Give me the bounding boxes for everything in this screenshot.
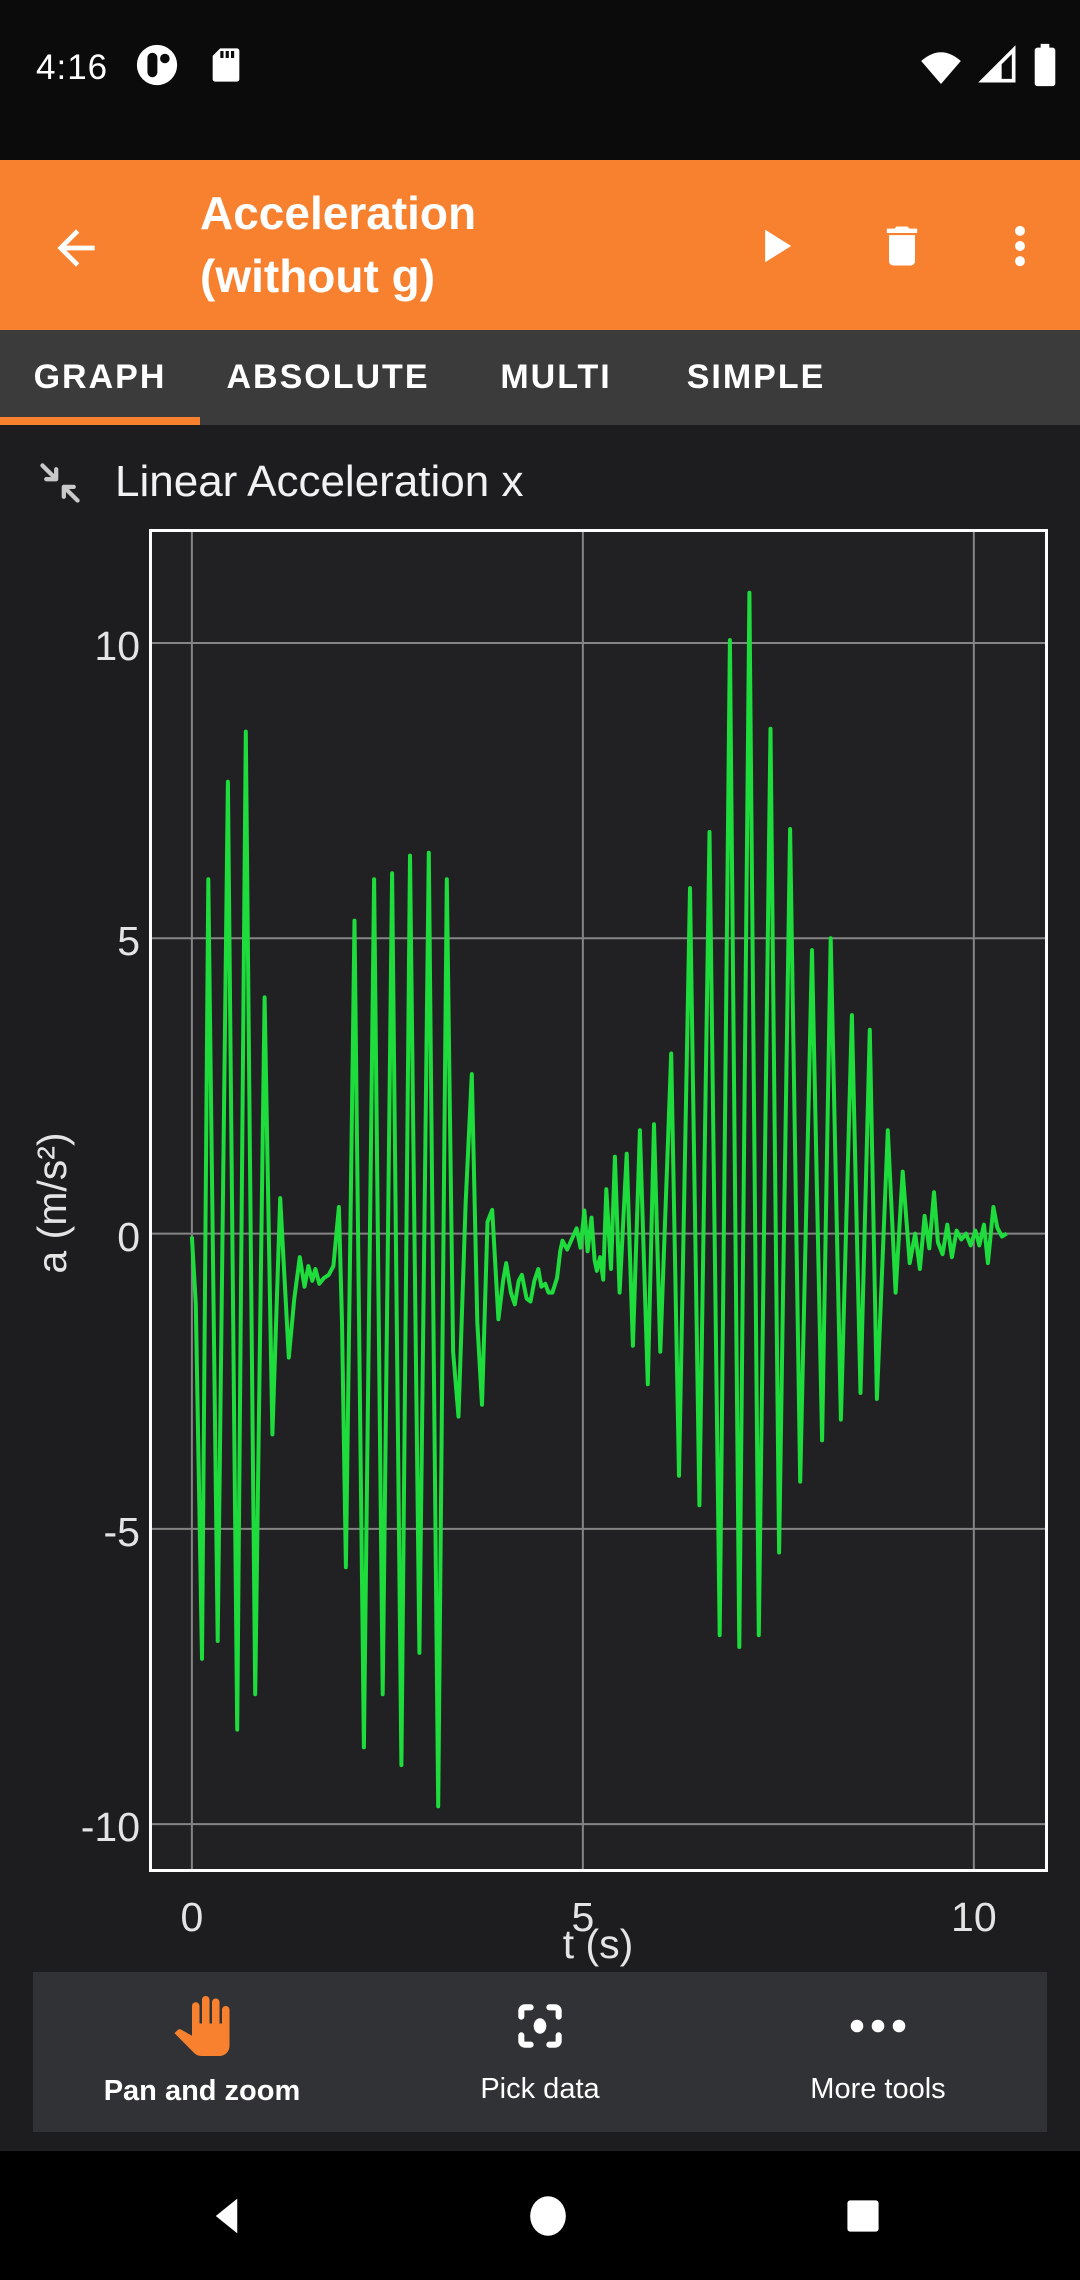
wifi-icon: [918, 45, 964, 90]
sd-card-icon: [206, 42, 246, 93]
status-bar-right: [918, 0, 1058, 135]
more-tools-label: More tools: [810, 2073, 946, 2105]
clock: 4:16: [36, 47, 109, 87]
tab-simple-label: SIMPLE: [686, 358, 826, 396]
y-tick-label: 0: [117, 1213, 140, 1260]
chart-plot-area[interactable]: [152, 532, 1045, 1869]
acceleration-chart[interactable]: [149, 529, 1048, 1872]
nav-back-button[interactable]: [203, 2190, 255, 2242]
pick-data-icon: [512, 1998, 568, 2059]
play-button[interactable]: [748, 218, 804, 274]
tab-absolute-label: ABSOLUTE: [226, 358, 430, 396]
y-tick-label: -5: [103, 1508, 140, 1555]
tab-absolute[interactable]: ABSOLUTE: [200, 330, 456, 425]
nav-recents-button[interactable]: [837, 2190, 889, 2242]
x-tick-label: 10: [951, 1894, 997, 1940]
graph-toolbar: Pan and zoom Pick data More tools: [33, 1972, 1047, 2132]
experiment-title: Acceleration (without g): [200, 187, 477, 302]
graph-title: Linear Acceleration x: [115, 457, 524, 506]
nav-home-button[interactable]: [522, 2190, 574, 2242]
pan-and-zoom-tool[interactable]: Pan and zoom: [33, 1972, 371, 2132]
tab-multi[interactable]: MULTI: [456, 330, 656, 425]
y-tick-label: 10: [94, 623, 140, 670]
x-tick-label: 5: [571, 1894, 595, 1940]
x-tick-label: 0: [180, 1894, 204, 1940]
more-dots-icon: [841, 1998, 915, 2059]
status-bar: 4:16: [0, 0, 1080, 160]
y-tick-label: 5: [117, 918, 140, 965]
phyphox-notification-icon: [134, 42, 180, 93]
tab-graph[interactable]: GRAPH: [0, 330, 200, 425]
pick-data-tool[interactable]: Pick data: [371, 1972, 709, 2132]
cell-signal-icon: [978, 45, 1018, 90]
more-tools-button[interactable]: More tools: [709, 1972, 1047, 2132]
status-bar-left: 4:16: [36, 0, 246, 135]
collapse-graph-icon[interactable]: [33, 456, 87, 510]
battery-icon: [1032, 42, 1058, 93]
tab-simple[interactable]: SIMPLE: [656, 330, 856, 425]
tab-bar: GRAPH ABSOLUTE MULTI SIMPLE: [0, 330, 1080, 425]
back-button[interactable]: [48, 220, 104, 276]
y-axis-label: a (m/s²): [29, 1132, 75, 1274]
pan-and-zoom-label: Pan and zoom: [103, 2075, 301, 2107]
data-line: [189, 590, 1008, 1809]
tab-graph-label: GRAPH: [33, 358, 167, 396]
y-tick-label: -10: [80, 1804, 140, 1851]
overflow-menu-button[interactable]: [992, 218, 1048, 274]
pick-data-label: Pick data: [480, 2073, 600, 2105]
hand-icon: [172, 1996, 232, 2061]
android-navigation-bar: [0, 2151, 1080, 2280]
tab-multi-label: MULTI: [500, 358, 612, 396]
delete-button[interactable]: [874, 218, 930, 274]
x-axis-label: t (s): [562, 1921, 634, 1967]
graph-panel: Linear Acceleration x 10 5 0 -5 -10 0 5 10 t (s…: [0, 425, 1080, 2151]
app-bar: Acceleration (without g): [0, 160, 1080, 330]
